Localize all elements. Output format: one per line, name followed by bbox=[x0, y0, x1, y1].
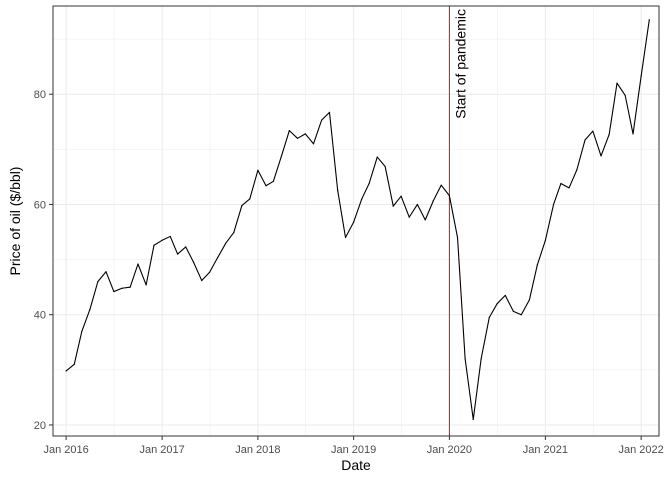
data-point bbox=[321, 119, 323, 121]
data-point bbox=[528, 299, 531, 301]
data-point bbox=[496, 303, 498, 305]
data-point bbox=[624, 94, 626, 96]
data-point bbox=[113, 290, 115, 293]
data-point bbox=[296, 137, 299, 139]
data-point bbox=[424, 219, 426, 221]
data-point bbox=[201, 279, 203, 282]
data-point bbox=[384, 165, 386, 168]
data-point bbox=[65, 370, 67, 372]
data-point bbox=[105, 271, 107, 273]
data-point bbox=[344, 236, 347, 239]
data-point bbox=[257, 169, 259, 171]
y-axis-title: Price of oil ($/bbl) bbox=[7, 167, 23, 276]
data-point bbox=[337, 189, 339, 191]
data-point bbox=[600, 155, 602, 157]
x-tick-label: Jan 2018 bbox=[235, 444, 280, 456]
x-tick-label: Jan 2016 bbox=[43, 444, 88, 456]
pandemic-label: Start of pandemic bbox=[452, 9, 468, 119]
y-tick-label: 40 bbox=[34, 310, 46, 322]
x-tick-label: Jan 2017 bbox=[139, 444, 184, 456]
data-point bbox=[225, 242, 227, 244]
data-point bbox=[376, 156, 378, 158]
data-point bbox=[504, 294, 506, 297]
data-point bbox=[464, 358, 466, 360]
grid-lines bbox=[53, 6, 659, 436]
data-point bbox=[121, 287, 123, 289]
annotation-layer: Start of pandemic bbox=[448, 6, 468, 436]
data-point bbox=[552, 203, 555, 206]
panel-border bbox=[52, 5, 660, 437]
x-tick-label: Jan 2020 bbox=[427, 444, 472, 456]
data-point bbox=[576, 169, 578, 171]
y-axis-ticks: 20 40 60 80 bbox=[34, 89, 53, 432]
data-point bbox=[544, 239, 547, 241]
data-point bbox=[400, 195, 402, 197]
x-axis-ticks: Jan 2016 Jan 2017 Jan 2018 Jan 2019 Jan 2020… bbox=[43, 436, 664, 456]
data-point bbox=[488, 316, 490, 319]
y-tick-label: 80 bbox=[34, 89, 46, 101]
data-point bbox=[392, 205, 394, 207]
data-point bbox=[480, 358, 482, 360]
data-point bbox=[177, 253, 179, 255]
data-point bbox=[536, 264, 538, 266]
data-point bbox=[512, 310, 515, 313]
x-axis-title: Date bbox=[341, 457, 371, 473]
data-point bbox=[640, 75, 642, 77]
data-point bbox=[592, 130, 594, 132]
data-point bbox=[129, 286, 131, 288]
data-point bbox=[353, 221, 355, 223]
data-point bbox=[568, 187, 570, 189]
data-point bbox=[193, 261, 195, 263]
data-point bbox=[249, 198, 251, 200]
data-point bbox=[169, 235, 171, 238]
data-point bbox=[456, 236, 459, 239]
data-point bbox=[272, 180, 274, 182]
data-point bbox=[185, 246, 187, 248]
data-point bbox=[632, 133, 634, 135]
data-point bbox=[233, 231, 235, 234]
data-point bbox=[408, 216, 410, 218]
data-point bbox=[137, 263, 139, 265]
data-point bbox=[584, 139, 586, 141]
series-line bbox=[65, 19, 650, 421]
data-point bbox=[73, 363, 75, 365]
data-point bbox=[472, 418, 474, 421]
data-point bbox=[648, 19, 650, 21]
data-point bbox=[89, 308, 91, 310]
x-tick-label: Jan 2019 bbox=[331, 444, 376, 456]
data-point bbox=[288, 129, 290, 132]
data-point bbox=[440, 184, 442, 186]
data-point bbox=[81, 330, 83, 332]
data-point bbox=[153, 244, 155, 246]
data-point bbox=[448, 195, 450, 197]
x-tick-label: Jan 2021 bbox=[523, 444, 568, 456]
data-point bbox=[97, 281, 99, 283]
data-point bbox=[416, 203, 418, 206]
data-point bbox=[209, 271, 211, 273]
data-point bbox=[265, 185, 267, 187]
y-tick-label: 20 bbox=[34, 420, 46, 432]
data-point bbox=[328, 111, 331, 113]
y-tick-label: 60 bbox=[34, 199, 46, 211]
data-point bbox=[217, 256, 219, 258]
x-tick-label: Jan 2022 bbox=[619, 444, 664, 456]
data-point bbox=[280, 155, 283, 157]
data-point bbox=[520, 314, 522, 316]
data-point bbox=[304, 133, 306, 135]
data-point bbox=[145, 284, 147, 286]
data-point bbox=[241, 204, 243, 207]
data-point bbox=[432, 200, 434, 202]
data-point bbox=[368, 182, 370, 185]
data-point bbox=[616, 82, 618, 84]
data-point bbox=[608, 133, 610, 136]
series-layer bbox=[65, 19, 650, 421]
data-point bbox=[560, 182, 562, 185]
data-point bbox=[312, 143, 315, 145]
data-point bbox=[161, 239, 163, 241]
data-point bbox=[361, 198, 363, 200]
